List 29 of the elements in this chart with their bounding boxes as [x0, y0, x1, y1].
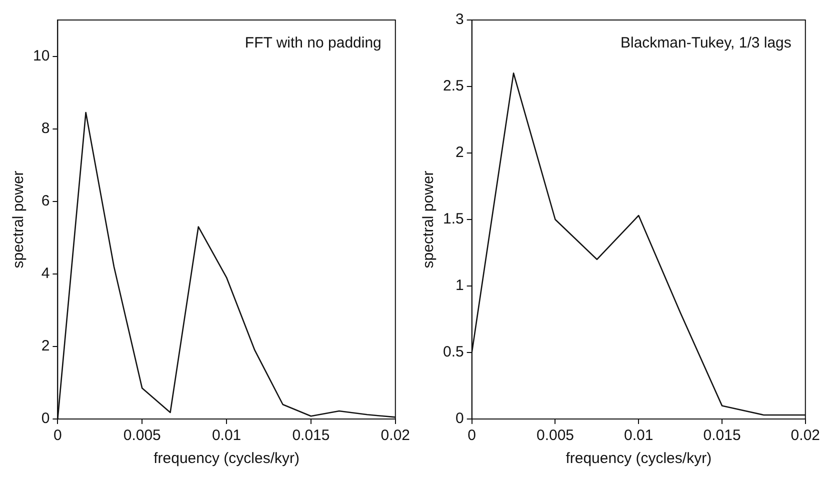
x-tick-label: 0 [468, 427, 476, 444]
annotation: Blackman-Tukey, 1/3 lags [620, 34, 792, 52]
y-tick-label: 4 [41, 265, 50, 282]
y-tick-label: 0 [456, 410, 464, 428]
y-tick-label: 3 [456, 11, 464, 28]
y-tick-label: 8 [41, 120, 50, 137]
y-tick-label: 2 [456, 144, 464, 162]
y-tick-label: 6 [41, 192, 50, 210]
x-tick-label: 0.01 [624, 427, 654, 444]
x-tick-label: 0.005 [536, 427, 574, 444]
y-tick-label: 0 [41, 410, 50, 428]
y-tick-label: 0.5 [442, 344, 464, 361]
y-axis-title: spectral power [420, 170, 438, 268]
x-tick-label: 0.02 [790, 427, 820, 444]
x-axis-title: frequency (cycles/kyr) [154, 450, 300, 468]
x-tick-label: 0.005 [123, 427, 161, 444]
y-axis-title: spectral power [10, 170, 28, 268]
x-tick-label: 0 [54, 427, 62, 444]
x-tick-label: 0.01 [212, 427, 242, 444]
x-tick-label: 0.02 [380, 427, 410, 444]
y-tick-label: 2.5 [442, 78, 464, 95]
y-tick-label: 1 [456, 277, 464, 294]
annotation: FFT with no padding [244, 34, 382, 52]
y-tick-label: 2 [41, 338, 50, 355]
x-axis-title: frequency (cycles/kyr) [566, 450, 712, 468]
x-tick-label: 0.015 [292, 427, 330, 444]
x-tick-label: 0.015 [703, 427, 741, 444]
y-tick-label: 1.5 [442, 210, 464, 228]
y-tick-label: 10 [32, 47, 50, 64]
